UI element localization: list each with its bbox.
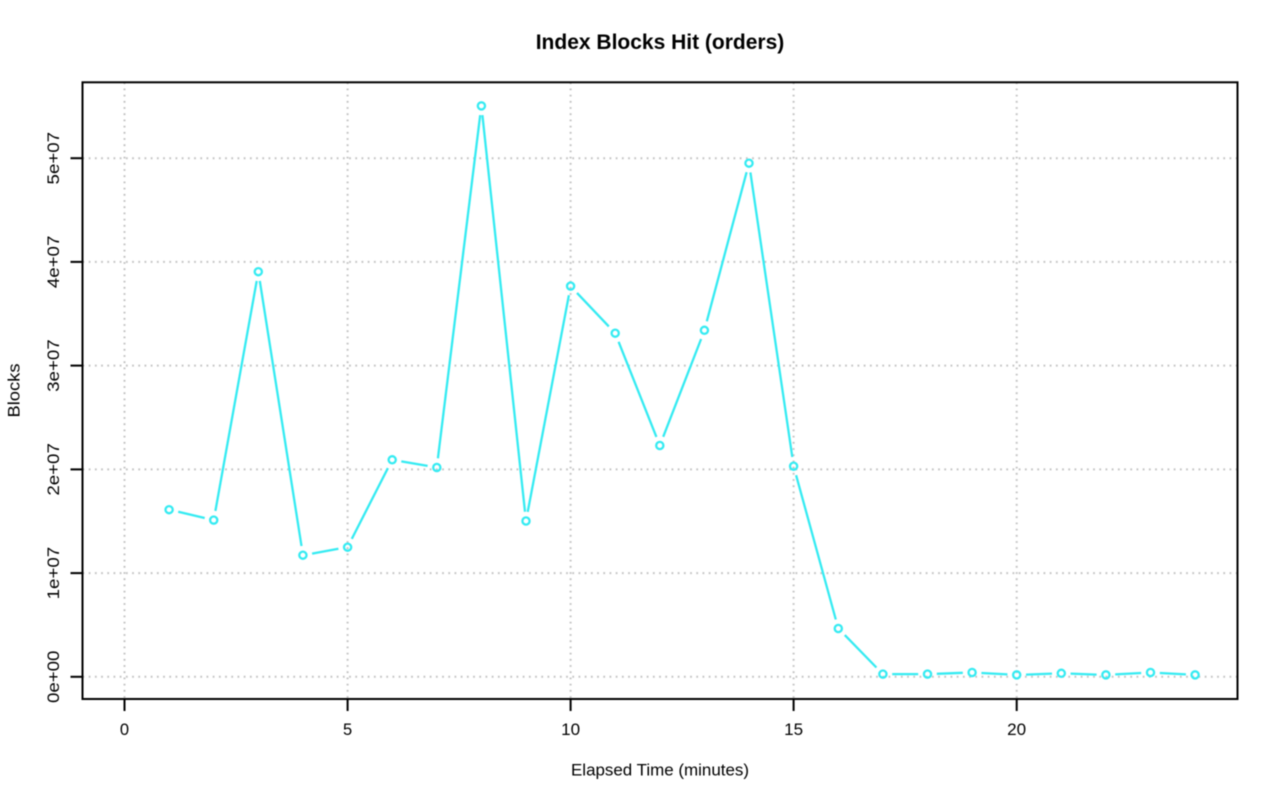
svg-text:1e+07: 1e+07 — [45, 547, 63, 600]
svg-text:0: 0 — [120, 721, 129, 739]
svg-text:2e+07: 2e+07 — [45, 443, 63, 496]
svg-text:5e+07: 5e+07 — [45, 132, 63, 185]
svg-text:Blocks: Blocks — [6, 364, 24, 418]
svg-text:20: 20 — [1007, 721, 1026, 739]
svg-text:10: 10 — [561, 721, 580, 739]
svg-text:Index Blocks Hit (orders): Index Blocks Hit (orders) — [536, 31, 785, 54]
svg-text:3e+07: 3e+07 — [45, 339, 63, 392]
svg-text:15: 15 — [784, 721, 803, 739]
svg-text:5: 5 — [343, 721, 352, 739]
svg-text:Elapsed Time (minutes): Elapsed Time (minutes) — [571, 761, 749, 779]
svg-text:0e+00: 0e+00 — [45, 651, 63, 704]
svg-text:4e+07: 4e+07 — [45, 236, 63, 289]
